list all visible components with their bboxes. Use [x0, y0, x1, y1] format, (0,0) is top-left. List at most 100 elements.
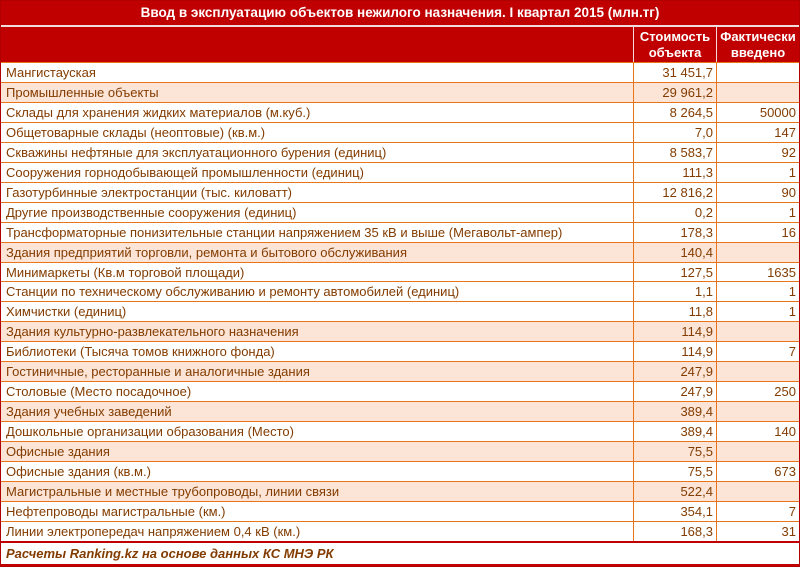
cost-value-cell: 11,8 — [633, 302, 716, 322]
cost-value-cell: 8 264,5 — [633, 102, 716, 122]
table-body: Мангистауская 31 451,7 Промышленные объект… — [1, 63, 799, 541]
table-row: Общетоварные склады (неоптовые) (кв.м.) 7… — [1, 122, 799, 143]
cost-value-cell: 127,5 — [633, 262, 716, 282]
row-label: Здания культурно-развлекательного назнач… — [6, 324, 299, 340]
header-cost-column: Стоимость объекта — [633, 27, 716, 62]
cost-value-cell: 114,9 — [633, 322, 716, 342]
row-label: Химчистки (единиц) — [6, 304, 127, 320]
table-row: Склады для хранения жидких материалов (м… — [1, 102, 799, 123]
row-label: Сооружения горнодобывающей промышленност… — [6, 164, 364, 180]
table-row: Промышленные объекты 29 961,2 — [1, 82, 799, 103]
fact-value-cell: 7 — [716, 342, 799, 362]
row-label: Трансформаторные понизительные станции н… — [6, 224, 563, 240]
table-title: Ввод в эксплуатацию объектов нежилого на… — [1, 1, 799, 27]
cost-value-cell: 168,3 — [633, 521, 716, 541]
fact-value-cell — [716, 82, 799, 102]
fact-value-cell: 250 — [716, 382, 799, 402]
cost-value-cell: 247,9 — [633, 382, 716, 402]
row-label: Здания учебных заведений — [6, 404, 172, 420]
table-row: Офисные здания (кв.м.) 75,5 673 — [1, 462, 799, 483]
row-label: Магистральные и местные трубопроводы, ли… — [6, 483, 340, 499]
row-label: Столовые (Место посадочное) — [6, 384, 192, 400]
fact-value-cell: 1 — [716, 202, 799, 222]
fact-value-cell — [716, 242, 799, 262]
cost-value-cell: 114,9 — [633, 342, 716, 362]
row-label: Другие производственные сооружения (един… — [6, 204, 297, 220]
row-label: Газотурбинные электростанции (тыс. килов… — [6, 184, 292, 200]
table-row: Минимаркеты (Кв.м торговой площади) 127,5… — [1, 262, 799, 283]
table-row: Химчистки (единиц) 11,8 1 — [1, 302, 799, 323]
table-row: Нефтепроводы магистральные (км.) 354,1 7 — [1, 501, 799, 522]
fact-value-cell — [716, 322, 799, 342]
cost-value-cell: 29 961,2 — [633, 82, 716, 102]
table-row: Линии электропередач напряжением 0,4 кВ … — [1, 521, 799, 541]
fact-value-cell: 673 — [716, 462, 799, 482]
cost-value-cell: 111,3 — [633, 162, 716, 182]
cost-value-cell: 7,0 — [633, 122, 716, 142]
table-row: Столовые (Место посадочное) 247,9 250 — [1, 382, 799, 403]
row-label: Дошкольные организации образования (Мест… — [6, 424, 294, 440]
cost-value-cell: 178,3 — [633, 222, 716, 242]
row-label: Склады для хранения жидких материалов (м… — [6, 104, 311, 120]
table-row: Здания предприятий торговли, ремонта и б… — [1, 242, 799, 263]
table-row: Гостиничные, ресторанные и аналогичные з… — [1, 362, 799, 383]
fact-value-cell — [716, 442, 799, 462]
fact-value-cell: 31 — [716, 521, 799, 541]
row-label: Линии электропередач напряжением 0,4 кВ … — [6, 523, 301, 539]
table-row: Сооружения горнодобывающей промышленност… — [1, 162, 799, 183]
fact-value-cell: 90 — [716, 182, 799, 202]
cost-value-cell: 31 451,7 — [633, 63, 716, 82]
fact-value-cell: 140 — [716, 422, 799, 442]
table-row: Библиотеки (Тысяча томов книжного фонда)… — [1, 342, 799, 363]
cost-value-cell: 389,4 — [633, 402, 716, 422]
table-row: Дошкольные организации образования (Мест… — [1, 422, 799, 443]
table-row: Скважины нефтяные для эксплуатационного … — [1, 142, 799, 163]
fact-value-cell: 1 — [716, 302, 799, 322]
row-label: Нефтепроводы магистральные (км.) — [6, 503, 226, 519]
cost-value-cell: 140,4 — [633, 242, 716, 262]
row-label: Промышленные объекты — [6, 84, 159, 100]
table-row: Станции по техническому обслуживанию и р… — [1, 282, 799, 303]
cost-value-cell: 0,2 — [633, 202, 716, 222]
cost-value-cell: 8 583,7 — [633, 142, 716, 162]
cost-value-cell: 75,5 — [633, 442, 716, 462]
cost-value-cell: 522,4 — [633, 482, 716, 501]
fact-value-cell: 16 — [716, 222, 799, 242]
fact-value-cell: 50000 — [716, 102, 799, 122]
fact-value-cell: 147 — [716, 122, 799, 142]
row-label: Офисные здания — [6, 444, 110, 460]
table-row: Магистральные и местные трубопроводы, ли… — [1, 482, 799, 502]
header-fact-column: Фактически введено — [716, 27, 799, 62]
fact-value-cell — [716, 362, 799, 382]
cost-value-cell: 75,5 — [633, 462, 716, 482]
fact-value-cell: 1635 — [716, 262, 799, 282]
row-label: Скважины нефтяные для эксплуатационного … — [6, 144, 387, 160]
row-label: Офисные здания (кв.м.) — [6, 464, 151, 480]
fact-value-cell: 1 — [716, 162, 799, 182]
row-label: Минимаркеты (Кв.м торговой площади) — [6, 264, 245, 280]
table-row: Офисные здания 75,5 — [1, 442, 799, 463]
row-label: Гостиничные, ресторанные и аналогичные з… — [6, 364, 310, 380]
fact-value-cell — [716, 63, 799, 82]
header-object-column — [1, 27, 633, 62]
row-label: Здания предприятий торговли, ремонта и б… — [6, 244, 407, 260]
fact-value-cell — [716, 482, 799, 501]
fact-value-cell: 7 — [716, 501, 799, 521]
cost-value-cell: 1,1 — [633, 282, 716, 302]
table-row: Мангистауская 31 451,7 — [1, 63, 799, 83]
table-row: Здания культурно-развлекательного назнач… — [1, 322, 799, 343]
table-row: Здания учебных заведений 389,4 — [1, 402, 799, 423]
table-row: Трансформаторные понизительные станции н… — [1, 222, 799, 243]
row-label: Станции по техническому обслуживанию и р… — [6, 284, 460, 300]
row-label: Мангистауская — [6, 64, 96, 80]
fact-value-cell — [716, 402, 799, 422]
table-header-row: Стоимость объекта Фактически введено — [1, 27, 799, 63]
cost-value-cell: 389,4 — [633, 422, 716, 442]
cost-value-cell: 354,1 — [633, 501, 716, 521]
cost-value-cell: 247,9 — [633, 362, 716, 382]
table-row: Другие производственные сооружения (един… — [1, 202, 799, 223]
fact-value-cell: 1 — [716, 282, 799, 302]
cost-value-cell: 12 816,2 — [633, 182, 716, 202]
source-note: Расчеты Ranking.kz на основе данных КС М… — [1, 541, 799, 566]
